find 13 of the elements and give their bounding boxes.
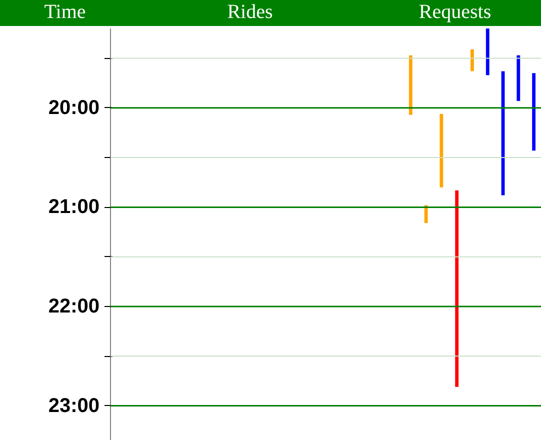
text: Time — [44, 1, 86, 23]
bar — [408, 55, 412, 115]
y-tick-label: 23:00 — [48, 394, 100, 417]
y-tick-label: 22:00 — [48, 295, 100, 318]
bar — [470, 49, 474, 72]
bar — [486, 28, 490, 76]
text: Rides — [227, 1, 273, 23]
text: Requests — [418, 1, 492, 23]
bar — [532, 73, 536, 151]
y-tick-label: 21:00 — [48, 196, 100, 218]
bar — [516, 55, 520, 101]
y-tick-label: 20:00 — [48, 96, 100, 119]
bar — [455, 190, 459, 387]
